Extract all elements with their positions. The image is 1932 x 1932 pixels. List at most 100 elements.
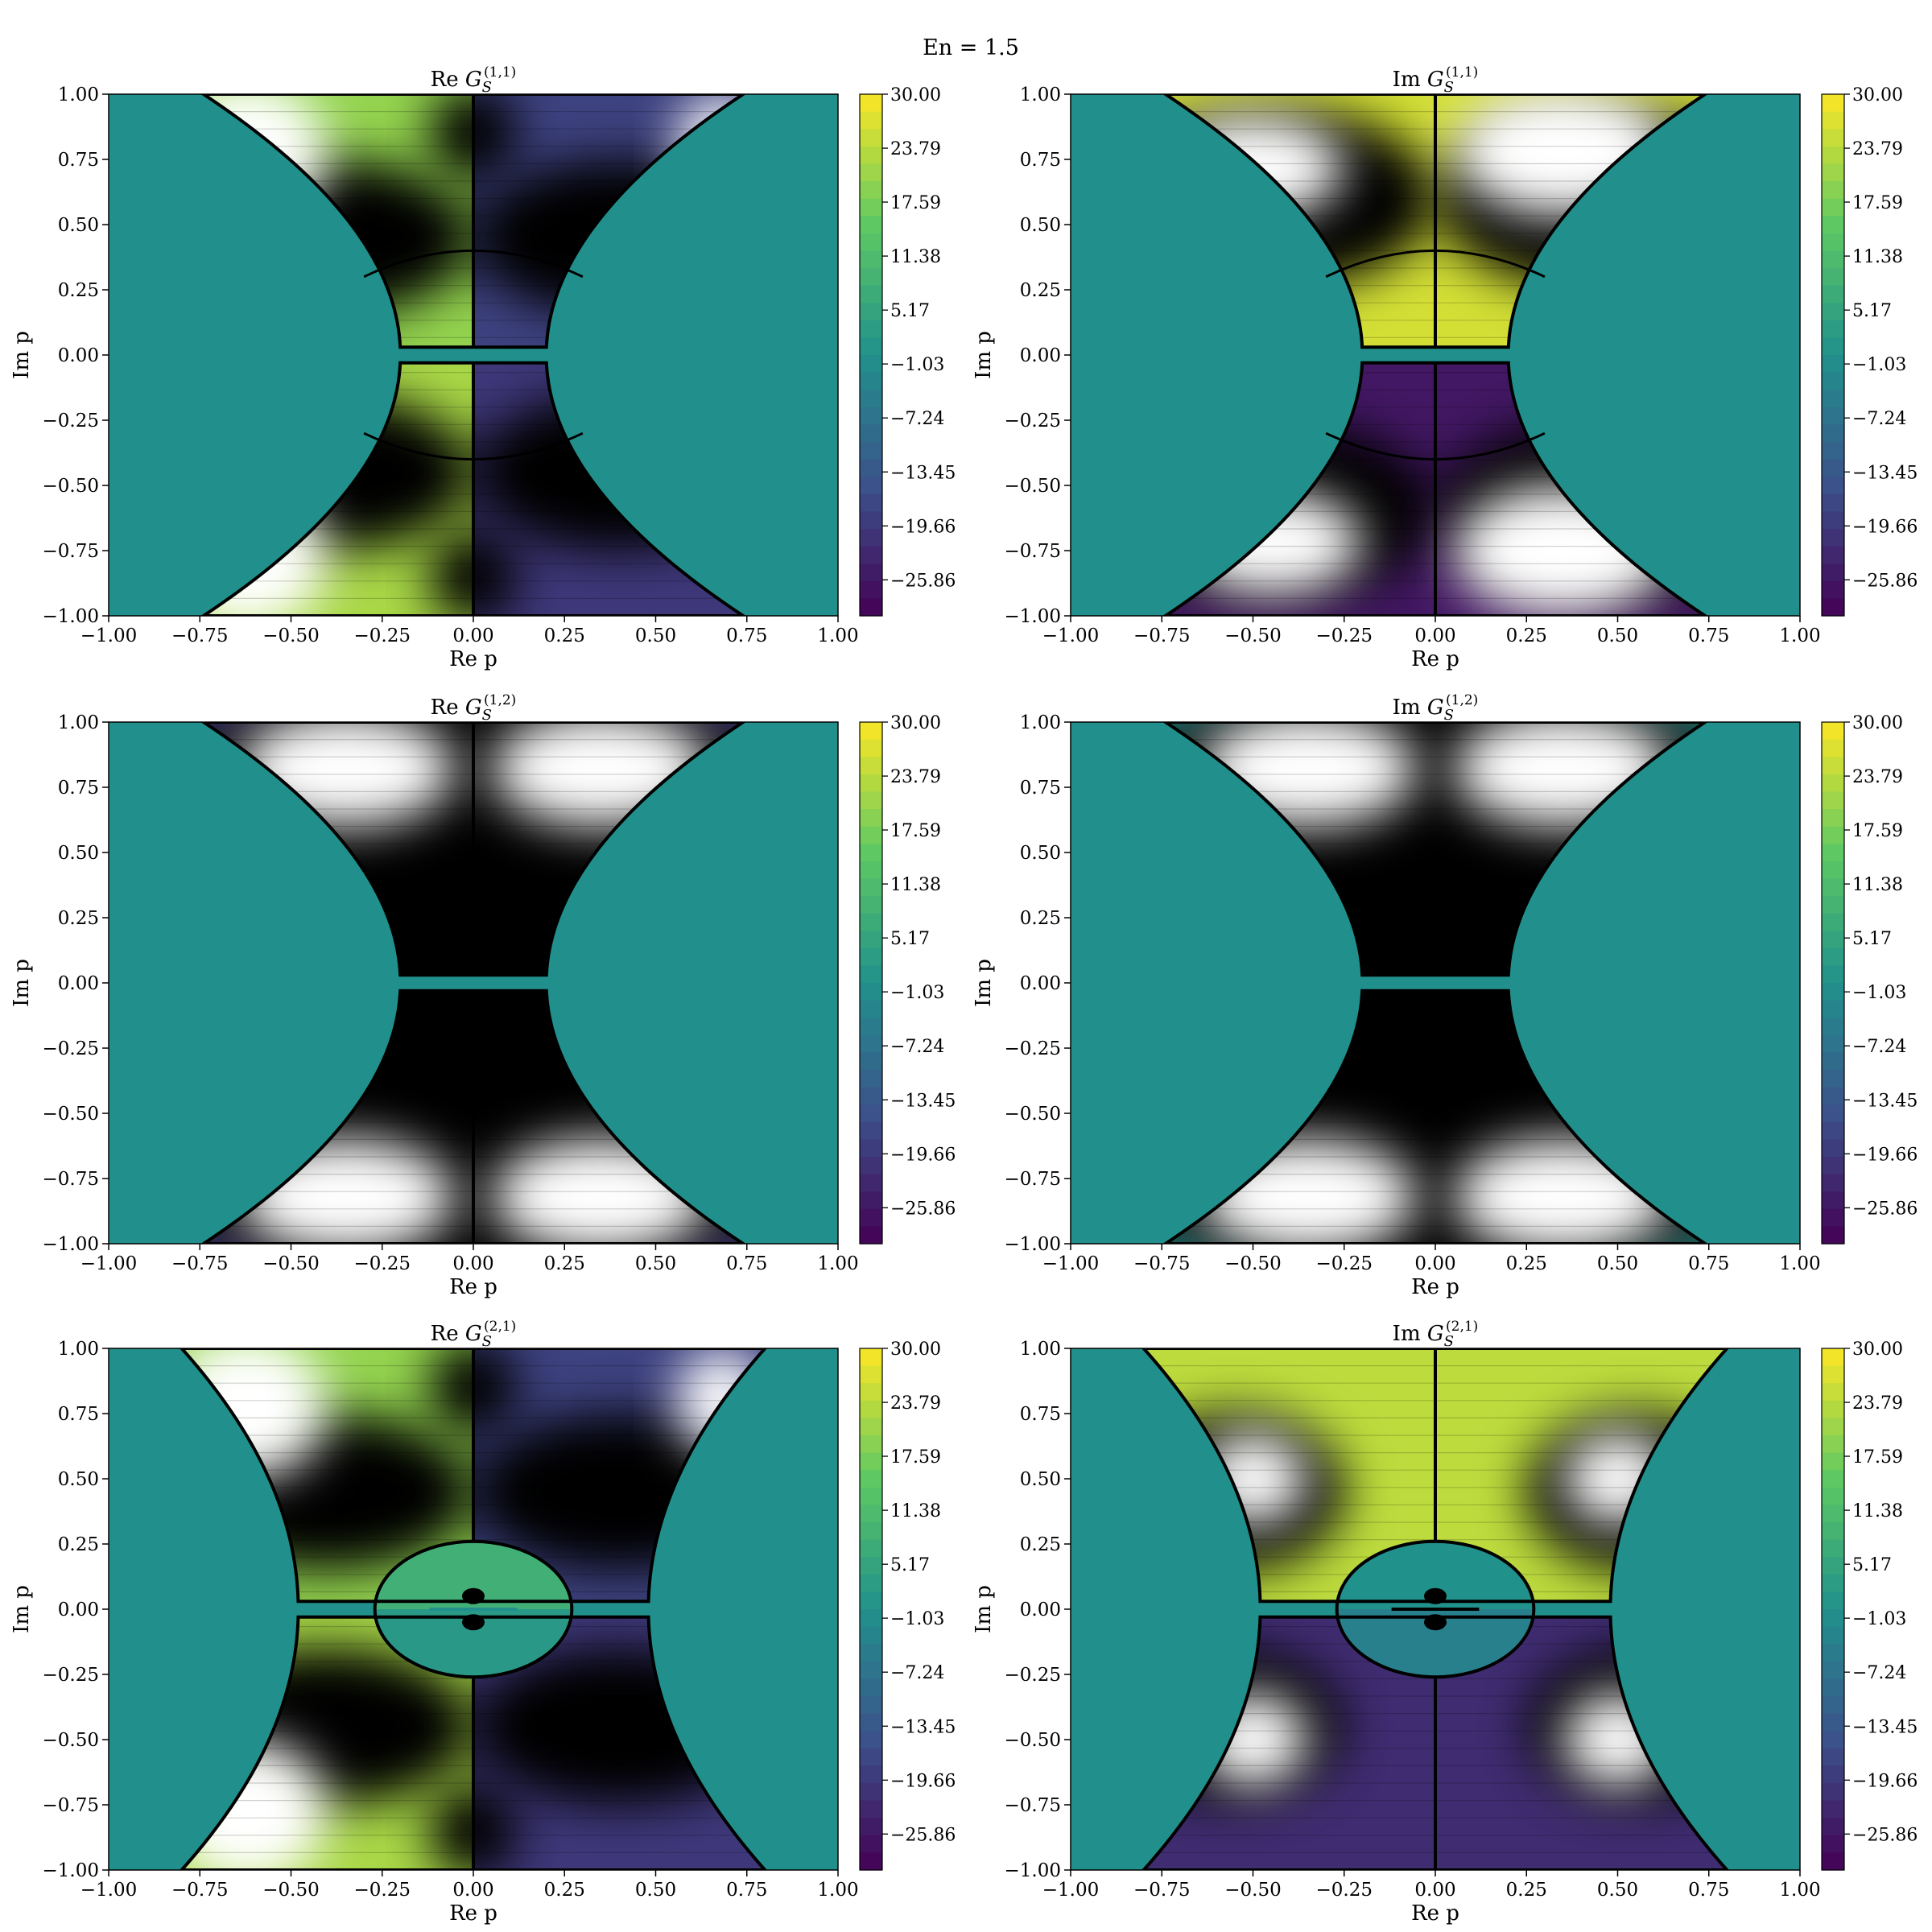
x-tick-label: −0.25	[354, 1253, 411, 1274]
y-tick-label: −0.75	[1005, 541, 1061, 562]
colorbar-band	[860, 146, 882, 164]
boundary-outline	[1141, 1348, 1730, 1604]
colorbar-tick-label: 17.59	[1852, 193, 1903, 213]
y-tick-label: −0.50	[43, 1730, 99, 1751]
inner-arc	[363, 431, 584, 461]
x-tick-label: −0.25	[1316, 1880, 1373, 1901]
heatmap-body	[1071, 722, 1800, 1244]
colorbar-band	[1822, 477, 1844, 495]
heatmap-body	[109, 722, 838, 1244]
colorbar-tick-label: 11.38	[890, 875, 941, 895]
boundary-outline	[200, 989, 746, 1244]
colorbar-band	[1822, 424, 1844, 443]
colorbar-tick-label: −25.86	[890, 1825, 956, 1845]
inner-ellipse	[1335, 1539, 1536, 1679]
colorbar-band	[1822, 1208, 1844, 1227]
colorbar-band	[1822, 791, 1844, 810]
colorbar-band	[1822, 1348, 1844, 1367]
colorbar-band	[1822, 1157, 1844, 1175]
y-tick-label: −0.50	[1005, 1730, 1061, 1751]
x-tick-label: −0.50	[262, 1880, 319, 1901]
colorbar-tick-label: 11.38	[890, 247, 941, 267]
y-tick-label: 0.75	[58, 778, 99, 799]
colorbar-band	[860, 1626, 882, 1645]
colorbar-band	[860, 372, 882, 390]
panel-title: Re GS(2,1)	[431, 1319, 517, 1350]
colorbar-band	[1822, 1661, 1844, 1679]
colorbar-band	[860, 1835, 882, 1853]
colorbar-band	[860, 1818, 882, 1836]
x-tick-label: 0.25	[544, 625, 585, 646]
colorbar-tick-label: 17.59	[1852, 1447, 1903, 1468]
y-tick-label: 0.75	[58, 1404, 99, 1425]
colorbar-band	[860, 580, 882, 599]
boundary-outline	[200, 94, 746, 349]
colorbar-band	[1822, 1400, 1844, 1418]
title-symbol: G	[1427, 696, 1444, 720]
x-tick-label: 0.25	[544, 1253, 585, 1274]
colorbar-tick-label: 30.00	[1852, 1340, 1903, 1360]
x-tick-label: 0.75	[726, 1253, 767, 1274]
colorbar-band	[1822, 1452, 1844, 1471]
colorbar-band	[1822, 320, 1844, 338]
y-tick-label: 0.25	[1020, 908, 1061, 929]
y-tick-label: 0.00	[58, 973, 99, 994]
colorbar-band	[1822, 1609, 1844, 1628]
colorbar-tick-label: −13.45	[890, 463, 956, 483]
colorbar-band	[860, 442, 882, 460]
colorbar-band	[1822, 1539, 1844, 1558]
colorbar-band	[860, 844, 882, 862]
colorbar-band	[1822, 337, 1844, 356]
colorbar-band	[1822, 878, 1844, 897]
x-tick-label: 0.00	[452, 625, 493, 646]
colorbar-tick-label: 30.00	[1852, 713, 1903, 733]
title-subscript: S	[482, 707, 492, 724]
colorbar: 30.00 23.79 17.59 11.38 5.17 −1.03 −7.24 −13.45…	[859, 85, 956, 617]
colorbar: 30.00 23.79 17.59 11.38 5.17 −1.03 −7.24 −13.45…	[859, 1340, 956, 1871]
panel-5: −1.00 −0.75 −0.50 −0.25 0.00 0.25 0.50 0.75 1.00…	[10, 1319, 956, 1926]
y-tick-label: −0.25	[1005, 1038, 1061, 1059]
colorbar-tick-label: −13.45	[1852, 1091, 1918, 1111]
colorbar-tick-label: −19.66	[1852, 517, 1918, 537]
panels: −1.00 −0.75 −0.50 −0.25 0.00 0.25 0.50 0.75 1.00…	[10, 64, 1918, 1926]
colorbar-tick-label: 23.79	[1852, 767, 1903, 787]
x-tick-label: −0.75	[1133, 1880, 1190, 1901]
x-tick-label: 0.75	[1688, 1253, 1729, 1274]
colorbar-tick-label: −13.45	[890, 1091, 956, 1111]
colorbar-band	[1822, 1713, 1844, 1732]
colorbar-tick-label: 30.00	[1852, 85, 1903, 105]
colorbar-band	[860, 355, 882, 374]
x-tick-label: −0.25	[1316, 625, 1373, 646]
colorbar-band	[860, 913, 882, 931]
colorbar-band	[860, 826, 882, 844]
colorbar-tick-label: −25.86	[1852, 1825, 1918, 1845]
y-tick-label: 0.00	[1020, 973, 1061, 994]
colorbar-band	[860, 774, 882, 792]
x-tick-label: 0.00	[1414, 1880, 1455, 1901]
title-prefix: Im	[1393, 696, 1427, 720]
colorbar-band	[1822, 355, 1844, 374]
colorbar-band	[860, 965, 882, 984]
colorbar-band	[1822, 198, 1844, 217]
colorbar-band	[860, 791, 882, 810]
y-tick-label: 1.00	[1020, 1339, 1061, 1360]
y-tick-label: 0.50	[58, 843, 99, 864]
y-tick-label: −0.25	[43, 1665, 99, 1686]
colorbar-tick-label: −25.86	[1852, 571, 1918, 591]
colorbar-band	[1822, 1800, 1844, 1818]
title-symbol: G	[465, 68, 482, 92]
x-axis-label: Re p	[449, 1901, 497, 1926]
colorbar-tick-label: −7.24	[890, 1663, 944, 1683]
y-tick-label: −0.50	[43, 1104, 99, 1125]
colorbar-band	[860, 1139, 882, 1158]
colorbar-tick-label: −7.24	[1852, 1663, 1906, 1683]
colorbar-band	[1822, 913, 1844, 931]
panel-title: Re GS(1,1)	[431, 64, 517, 96]
x-axis-label: Re p	[1411, 1275, 1459, 1299]
colorbar-band	[860, 1070, 882, 1088]
colorbar-tick-label: 30.00	[890, 713, 941, 733]
colorbar-band	[1822, 459, 1844, 477]
colorbar-band	[860, 1208, 882, 1227]
colorbar-band	[860, 1174, 882, 1192]
